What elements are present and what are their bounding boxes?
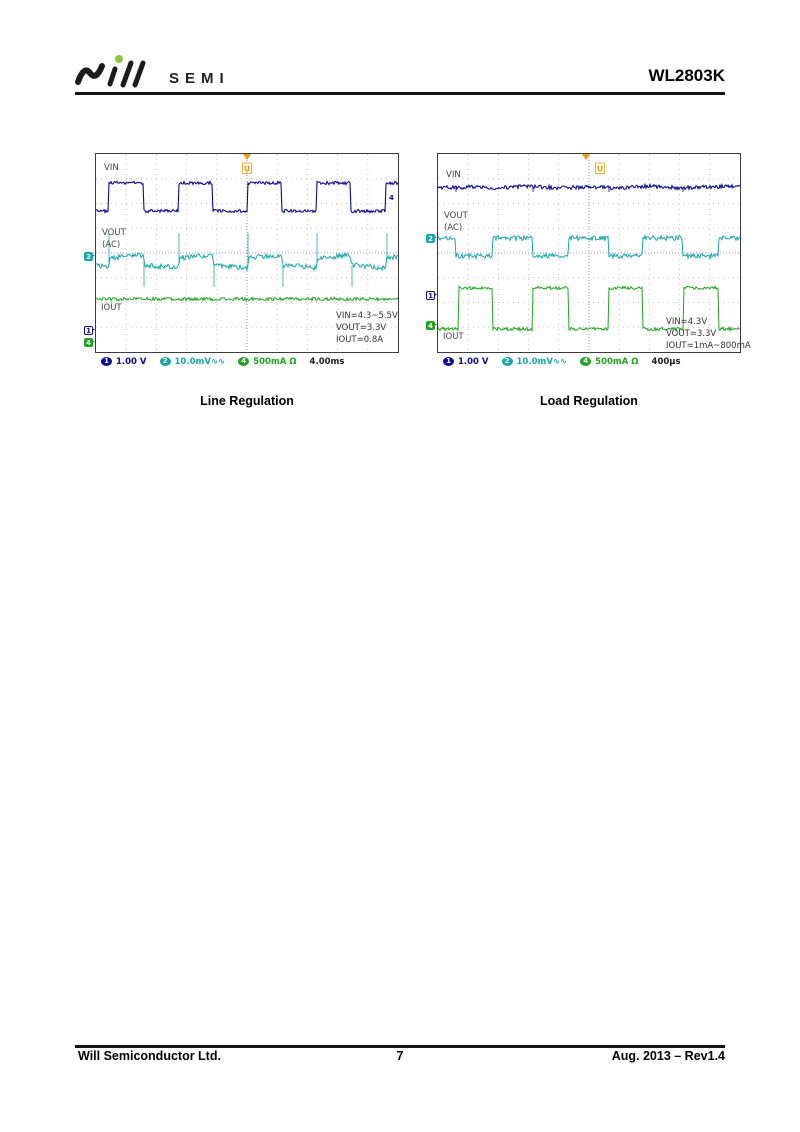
channel-4-position-marker: 4 <box>426 321 435 330</box>
trace-vout-ac <box>95 251 399 272</box>
trace-label: (AC) <box>444 223 463 233</box>
timebase-readout: 400µs <box>651 356 681 367</box>
channel-4-badge: 4 <box>580 357 592 366</box>
trace-vout-ac <box>437 233 741 261</box>
channel-1-position-marker: 1 <box>84 326 93 335</box>
edge-indicator: 4 <box>389 194 394 202</box>
status-channel-4: 4 500mA Ω <box>580 356 639 367</box>
header-rule <box>75 92 725 95</box>
marker-arrow-icon: ▸ <box>92 253 96 259</box>
logo-text: SEMI <box>169 70 230 87</box>
scope-waveform-svg: U <box>437 154 741 352</box>
part-number-title: WL2803K <box>648 66 725 85</box>
figure-load-regulation: U VIN VOUT (AC) IOUT 2 ▸ 1 ▸ 4 ▸ VIN=4.3V VOUT=3.3V I… <box>426 153 751 408</box>
trace-label: VOUT <box>102 228 126 238</box>
scope-waveform-svg: U <box>95 154 399 352</box>
channel-1-badge: 1 <box>101 357 112 366</box>
footer-rule <box>75 1045 725 1048</box>
trigger-marker-icon <box>582 154 590 160</box>
status-channel-2: 2 10.0mV∿∿ <box>159 356 226 367</box>
footer-revision: Aug. 2013 – Rev1.4 <box>611 1049 725 1063</box>
scope-plot-area: U VIN VOUT (AC) IOUT 2 ▸ 1 ▸ 4 ▸ 4 VIN=4.3~5.5V VOUT=… <box>84 153 399 353</box>
channel-1-scale: 1.00 V <box>458 356 489 367</box>
trace-iout <box>95 295 399 303</box>
trigger-source-label: U <box>597 165 604 174</box>
status-channel-1: 1 1.00 V <box>443 357 489 367</box>
logo-dot <box>115 55 123 63</box>
marker-arrow-icon: ▸ <box>434 292 438 298</box>
channel-2-position-marker: 2 <box>84 252 93 261</box>
timebase-readout: 4.00ms <box>309 356 345 367</box>
test-condition-line: VIN=4.3V <box>666 317 708 327</box>
test-condition-line: IOUT=1mA~800mA <box>666 341 751 351</box>
trace-iout <box>437 284 741 333</box>
marker-arrow-icon: ▸ <box>92 339 96 345</box>
status-channel-2: 2 10.0mV∿∿ <box>501 356 568 367</box>
test-conditions: VIN=4.3~5.5V VOUT=3.3V IOUT=0.8A <box>336 310 398 346</box>
test-condition-line: VOUT=3.3V <box>336 323 387 333</box>
scope-status-bar: 1 1.00 V 2 10.0mV∿∿ 4 500mA Ω 400µs <box>437 353 741 368</box>
channel-2-position-marker: 2 <box>426 234 435 243</box>
trace-vin <box>95 179 399 214</box>
test-conditions: VIN=4.3V VOUT=3.3V IOUT=1mA~800mA <box>666 316 751 352</box>
test-condition-line: VIN=4.3~5.5V <box>336 311 398 321</box>
channel-2-badge: 2 <box>501 357 513 366</box>
trigger-source-label: U <box>244 165 251 174</box>
marker-arrow-icon: ▸ <box>434 235 438 241</box>
trace-label: IOUT <box>443 332 464 342</box>
channel-4-scale: 500mA Ω <box>253 356 297 367</box>
logo-mark-icon <box>75 55 146 88</box>
footer-page-number: 7 <box>396 1049 404 1063</box>
trace-label: VIN <box>446 170 461 180</box>
status-channel-4: 4 500mA Ω <box>238 356 297 367</box>
trace-label: VOUT <box>444 211 468 221</box>
trace-label: (AC) <box>102 240 121 250</box>
channel-4-position-marker: 4 <box>84 338 93 347</box>
channel-1-position-marker: 1 <box>426 291 435 300</box>
channel-4-scale: 500mA Ω <box>595 356 639 367</box>
marker-arrow-icon: ▸ <box>434 322 438 328</box>
figure-caption-line: Line Regulation <box>200 394 294 408</box>
trigger-marker-icon <box>243 154 251 160</box>
channel-2-badge: 2 <box>159 357 171 366</box>
scope-plot-area: U VIN VOUT (AC) IOUT 2 ▸ 1 ▸ 4 ▸ VIN=4.3V VOUT=3.3V I… <box>426 153 751 353</box>
marker-arrow-icon: ▸ <box>92 327 96 333</box>
footer-company: Will Semiconductor Ltd. <box>78 1049 221 1063</box>
status-channel-1: 1 1.00 V <box>101 357 147 367</box>
test-condition-line: VOUT=3.3V <box>666 329 717 339</box>
oscilloscope-screenshot-load: U VIN VOUT (AC) IOUT 2 ▸ 1 ▸ 4 ▸ VIN=4.3V VOUT=3.3V I… <box>426 153 751 368</box>
trace-label: IOUT <box>101 303 122 313</box>
oscilloscope-screenshot-line: U VIN VOUT (AC) IOUT 2 ▸ 1 ▸ 4 ▸ 4 VIN=4.3~5.5V VOUT=… <box>84 153 399 368</box>
channel-4-badge: 4 <box>238 357 250 366</box>
channel-1-badge: 1 <box>443 357 454 366</box>
trace-vin <box>437 182 741 191</box>
figure-line-regulation: U VIN VOUT (AC) IOUT 2 ▸ 1 ▸ 4 ▸ 4 VIN=4.3~5.5V VOUT=… <box>84 153 399 408</box>
figure-caption-load: Load Regulation <box>540 394 638 408</box>
scope-status-bar: 1 1.00 V 2 10.0mV∿∿ 4 500mA Ω 4.00ms <box>95 353 399 368</box>
channel-2-scale: 10.0mV∿∿ <box>174 356 226 367</box>
trace-label: VIN <box>104 163 119 173</box>
test-condition-line: IOUT=0.8A <box>336 335 384 345</box>
company-logo: SEMI <box>75 52 230 90</box>
channel-1-scale: 1.00 V <box>116 356 147 367</box>
channel-2-scale: 10.0mV∿∿ <box>516 356 568 367</box>
